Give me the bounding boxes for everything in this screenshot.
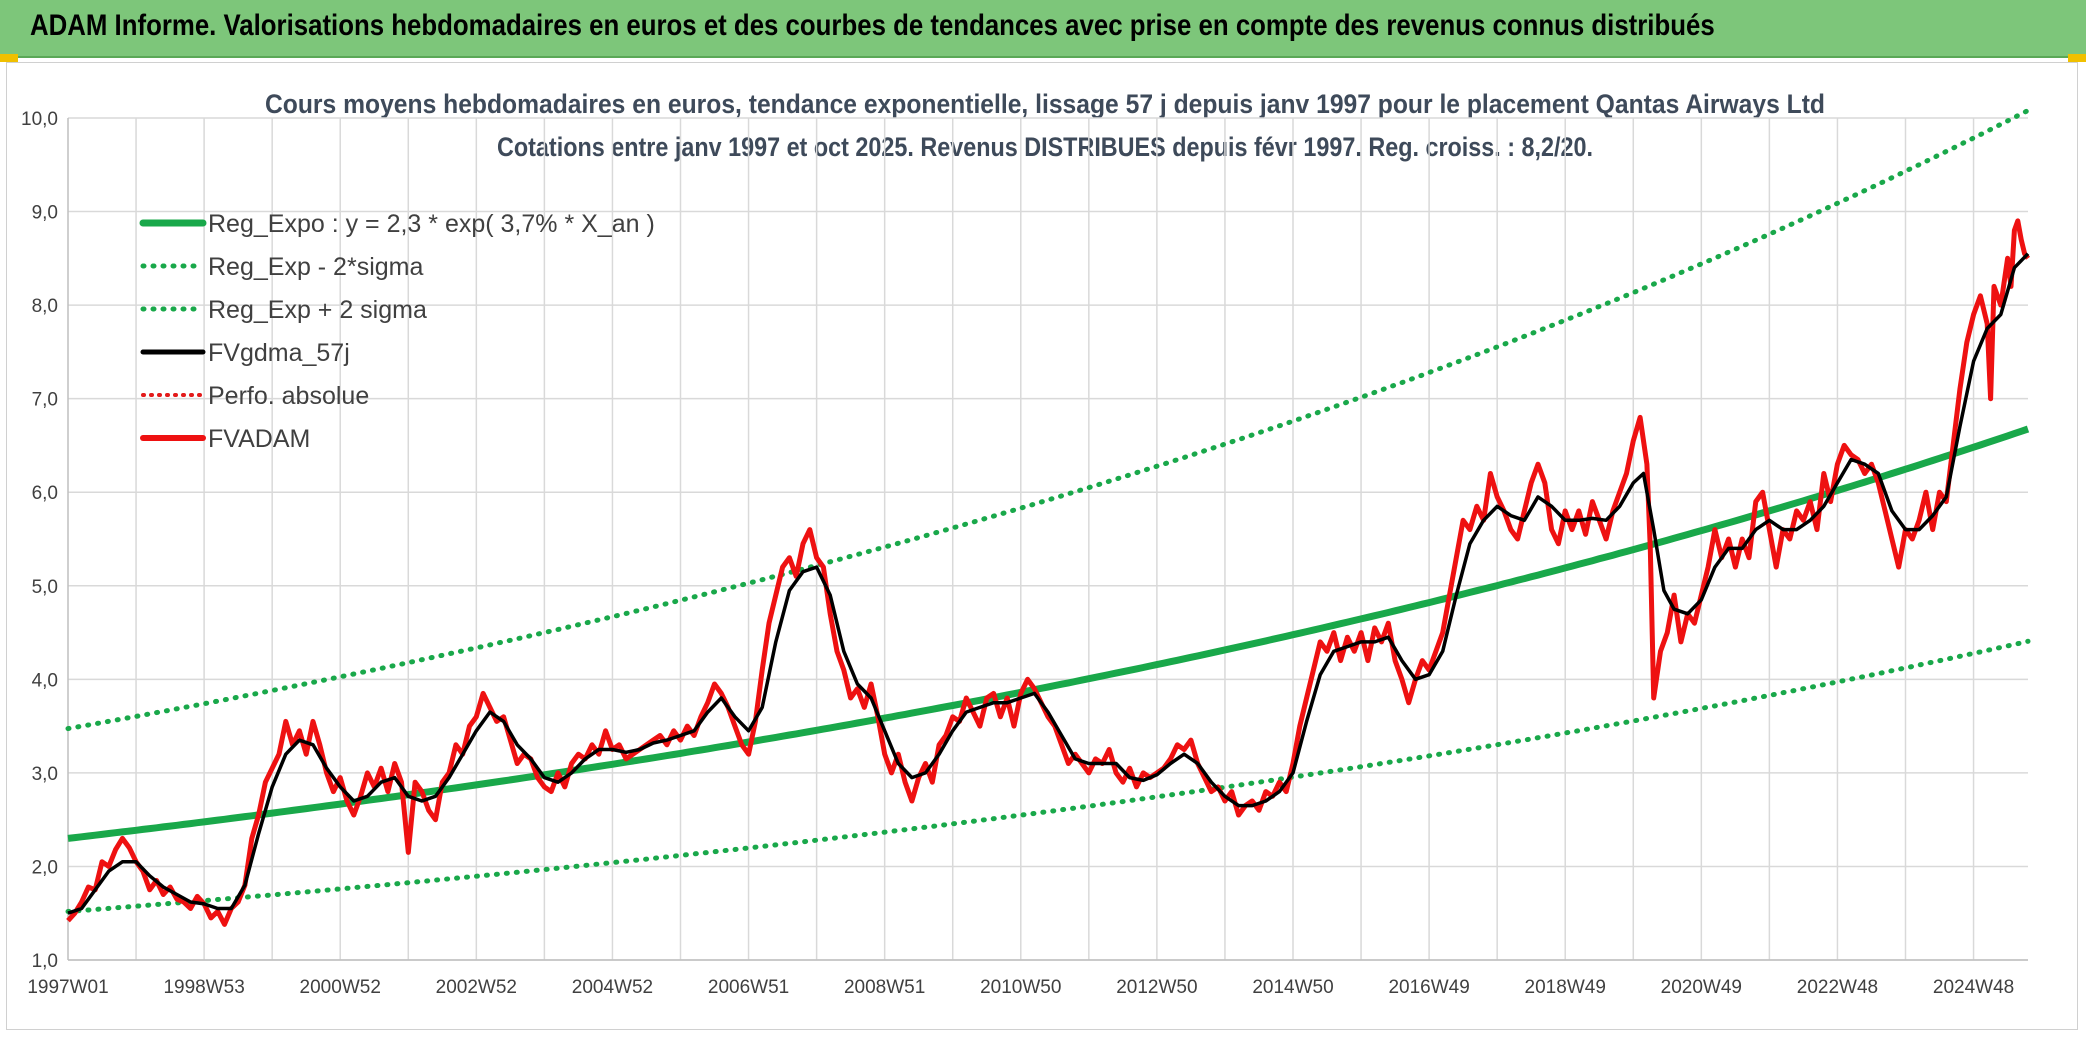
y-tick-label: 2,0 bbox=[32, 857, 58, 878]
chart-title: Cours moyens hebdomadaires en euros, ten… bbox=[265, 89, 1825, 119]
legend-label-price: FVADAM bbox=[208, 425, 310, 453]
series-line-fvadam bbox=[66, 218, 2031, 927]
legend: Reg_Expo : y = 2,3 * exp( 3,7% * X_an ) R… bbox=[139, 210, 655, 453]
banner-title: ADAM Informe. Valorisations hebdomadaire… bbox=[30, 9, 1715, 42]
x-tick-label: 2016W49 bbox=[1388, 977, 1469, 998]
x-tick-label: 2010W50 bbox=[980, 977, 1061, 998]
x-tick-label: 2014W50 bbox=[1252, 977, 1333, 998]
legend-label-smooth: FVgdma_57j bbox=[208, 339, 350, 367]
x-tick-label: 2000W52 bbox=[300, 977, 381, 998]
legend-label-reg: Reg_Expo : y = 2,3 * exp( 3,7% * X_an ) bbox=[208, 210, 655, 238]
plot-area bbox=[65, 108, 2031, 927]
y-tick-label: 3,0 bbox=[32, 764, 58, 785]
y-tick-label: 4,0 bbox=[32, 670, 58, 691]
x-tick-label: 2004W52 bbox=[572, 977, 653, 998]
series-line-fvgdma-57j bbox=[67, 252, 2030, 915]
legend-label-low: Reg_Exp - 2*sigma bbox=[208, 253, 423, 281]
x-tick-label: 1998W53 bbox=[163, 977, 244, 998]
x-tick-label: 1997W01 bbox=[27, 977, 108, 998]
series-line-reg-expo bbox=[67, 425, 2030, 842]
chart-frame bbox=[6, 62, 2078, 1030]
grid bbox=[67, 117, 2028, 961]
y-tick-label: 9,0 bbox=[32, 203, 58, 224]
series-line-reg-exp-plus-2-sigma bbox=[65, 108, 2031, 732]
series-line-reg-exp-minus-2-sigma bbox=[65, 638, 2031, 914]
legend-label-perfo: Perfo. absolue bbox=[208, 382, 369, 410]
legend-label-high: Reg_Exp + 2 sigma bbox=[208, 296, 427, 324]
chart-subtitle: Cotations entre janv 1997 et oct 2025. R… bbox=[497, 132, 1593, 162]
y-tick-label: 6,0 bbox=[32, 483, 58, 504]
x-tick-label: 2002W52 bbox=[436, 977, 517, 998]
y-tick-label: 5,0 bbox=[32, 577, 58, 598]
x-tick-label: 2018W49 bbox=[1525, 977, 1606, 998]
x-tick-label: 2006W51 bbox=[708, 977, 789, 998]
header-banner: ADAM Informe. Valorisations hebdomadaire… bbox=[0, 0, 2086, 58]
x-tick-label: 2020W49 bbox=[1661, 977, 1742, 998]
y-tick-label: 8,0 bbox=[32, 296, 58, 317]
y-tick-label: 10,0 bbox=[21, 109, 58, 130]
x-tick-label: 2022W48 bbox=[1797, 977, 1878, 998]
y-tick-label: 1,0 bbox=[32, 951, 58, 972]
x-tick-label: 2024W48 bbox=[1933, 977, 2014, 998]
x-tick-label: 2012W50 bbox=[1116, 977, 1197, 998]
axis-ticks: 1,0 2,0 3,0 4,0 5,0 6,0 7,0 8,0 9,0 10,0 1997W01 19… bbox=[21, 109, 2014, 998]
y-tick-label: 7,0 bbox=[32, 390, 58, 411]
corner-mark-left bbox=[0, 54, 18, 62]
corner-mark-right bbox=[2068, 54, 2086, 62]
x-tick-label: 2008W51 bbox=[844, 977, 925, 998]
